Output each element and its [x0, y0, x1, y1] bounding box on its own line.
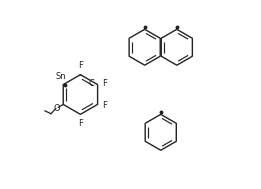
Text: F: F — [102, 101, 107, 110]
Text: O: O — [54, 104, 60, 112]
Text: F: F — [78, 119, 83, 128]
Text: F: F — [102, 79, 107, 88]
Text: Sn: Sn — [56, 72, 66, 81]
Text: F: F — [78, 61, 83, 70]
Text: C: C — [88, 79, 94, 88]
